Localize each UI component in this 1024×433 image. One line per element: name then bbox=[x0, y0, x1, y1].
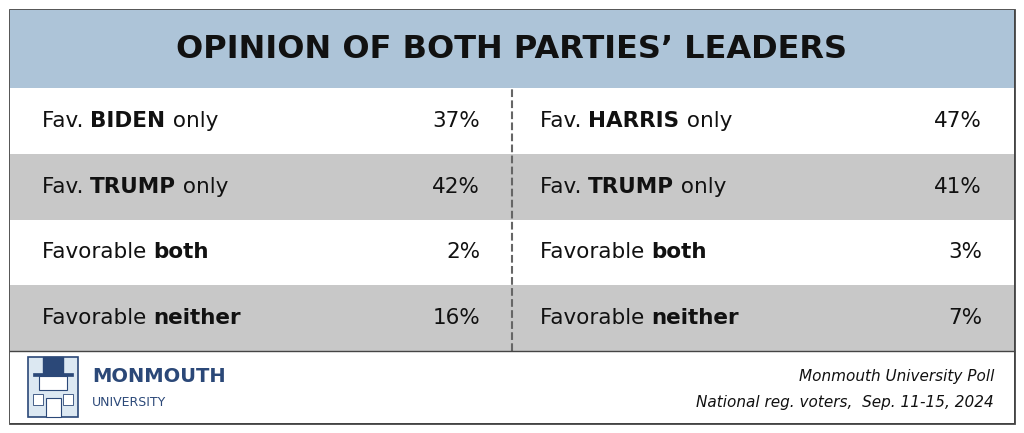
Text: 41%: 41% bbox=[934, 177, 982, 197]
Bar bbox=[10, 220, 1014, 285]
Text: Monmouth University Poll: Monmouth University Poll bbox=[799, 369, 994, 384]
Text: MONMOUTH: MONMOUTH bbox=[92, 367, 225, 386]
Bar bbox=[10, 154, 1014, 220]
Text: only: only bbox=[675, 177, 727, 197]
Text: National reg. voters,  Sep. 11-15, 2024: National reg. voters, Sep. 11-15, 2024 bbox=[696, 395, 994, 410]
Text: BIDEN: BIDEN bbox=[90, 111, 166, 131]
Text: neither: neither bbox=[651, 308, 738, 328]
Bar bbox=[33, 373, 73, 376]
Text: only: only bbox=[680, 111, 732, 131]
Text: 3%: 3% bbox=[948, 242, 982, 262]
Text: TRUMP: TRUMP bbox=[90, 177, 176, 197]
Text: neither: neither bbox=[154, 308, 241, 328]
Text: TRUMP: TRUMP bbox=[589, 177, 675, 197]
Text: Fav.: Fav. bbox=[42, 177, 90, 197]
Text: only: only bbox=[166, 111, 218, 131]
Bar bbox=[43, 357, 63, 374]
Text: 42%: 42% bbox=[432, 177, 480, 197]
Bar bbox=[28, 357, 78, 417]
Text: 16%: 16% bbox=[432, 308, 480, 328]
Text: 47%: 47% bbox=[934, 111, 982, 131]
Text: OPINION OF BOTH PARTIES’ LEADERS: OPINION OF BOTH PARTIES’ LEADERS bbox=[176, 33, 848, 65]
Bar bbox=[39, 375, 67, 390]
Text: both: both bbox=[154, 242, 209, 262]
Text: Favorable: Favorable bbox=[42, 308, 154, 328]
Text: UNIVERSITY: UNIVERSITY bbox=[92, 396, 166, 409]
Text: Fav.: Fav. bbox=[540, 111, 589, 131]
Bar bbox=[63, 394, 73, 405]
Text: Favorable: Favorable bbox=[540, 242, 651, 262]
Bar bbox=[33, 394, 43, 405]
Text: Fav.: Fav. bbox=[42, 111, 90, 131]
Bar bbox=[10, 88, 1014, 154]
Bar bbox=[10, 351, 1014, 423]
Text: 37%: 37% bbox=[432, 111, 480, 131]
Text: HARRIS: HARRIS bbox=[589, 111, 680, 131]
Text: 7%: 7% bbox=[948, 308, 982, 328]
Text: 2%: 2% bbox=[445, 242, 480, 262]
Text: Favorable: Favorable bbox=[42, 242, 154, 262]
Text: Favorable: Favorable bbox=[540, 308, 651, 328]
Bar bbox=[45, 398, 60, 417]
Bar bbox=[10, 285, 1014, 351]
Text: Fav.: Fav. bbox=[540, 177, 589, 197]
Bar bbox=[10, 10, 1014, 88]
Text: both: both bbox=[651, 242, 707, 262]
Text: only: only bbox=[176, 177, 228, 197]
